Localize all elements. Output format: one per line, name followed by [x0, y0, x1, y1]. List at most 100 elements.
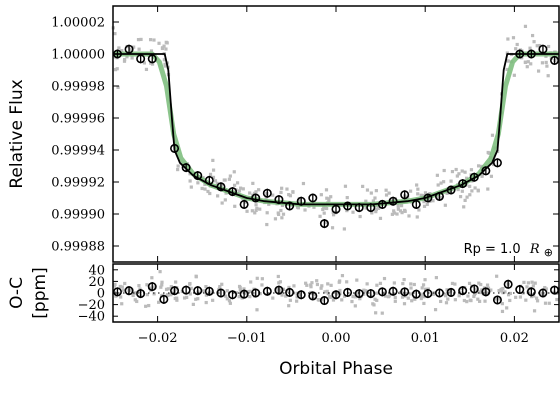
raw-flux-point — [280, 186, 284, 190]
binned-flux-point — [458, 179, 468, 189]
binned-residual-points — [112, 279, 560, 306]
raw-flux-point — [245, 209, 249, 213]
raw-residual-point — [477, 281, 481, 285]
raw-residual-point — [518, 295, 523, 299]
raw-residual-point — [225, 297, 229, 301]
raw-flux-point — [343, 184, 348, 188]
raw-flux-point — [374, 210, 378, 214]
raw-residual-point — [439, 299, 443, 304]
raw-residual-point — [503, 290, 507, 294]
raw-residual-point — [238, 288, 242, 292]
raw-residual-point — [479, 290, 483, 295]
raw-flux-point — [139, 37, 143, 42]
raw-residual-point — [446, 297, 450, 301]
raw-residual-point — [281, 287, 286, 291]
phase-x-tick-label: 0.01 — [411, 331, 440, 346]
raw-residual-point — [237, 295, 241, 299]
raw-residual-point — [166, 293, 171, 297]
raw-residual-point — [145, 293, 149, 297]
raw-flux-point — [403, 208, 407, 212]
binned-residual-point — [285, 287, 295, 297]
raw-flux-point — [454, 167, 458, 172]
raw-residual-point — [310, 281, 314, 285]
raw-flux-point — [431, 199, 435, 203]
raw-flux-point — [427, 198, 431, 202]
raw-flux-point — [322, 211, 326, 215]
raw-flux-point — [436, 183, 440, 187]
raw-flux-point — [254, 190, 258, 194]
raw-residual-point — [204, 293, 208, 297]
raw-flux-point — [331, 213, 336, 217]
binned-flux-point — [538, 44, 548, 54]
raw-residual-point — [498, 297, 502, 301]
raw-residual-point — [288, 298, 292, 302]
raw-residual-point — [465, 300, 469, 304]
raw-residual-point — [169, 293, 173, 297]
raw-residual-point — [260, 277, 264, 281]
raw-residual-point — [423, 278, 427, 282]
raw-residual-point — [453, 282, 457, 286]
raw-residual-point — [319, 286, 323, 290]
binned-flux-point — [170, 143, 180, 153]
raw-residual-point — [287, 285, 291, 290]
raw-flux-point — [206, 189, 210, 194]
raw-residual-point — [276, 287, 280, 292]
raw-residual-point — [497, 288, 501, 293]
raw-residual-point — [406, 296, 410, 300]
residual-y-tick-label: −40 — [78, 310, 105, 325]
binned-residual-point — [458, 286, 468, 296]
binned-flux-points — [112, 44, 560, 229]
raw-flux-point — [416, 187, 420, 191]
raw-residual-point — [295, 299, 299, 303]
raw-flux-point — [450, 169, 455, 174]
binned-residual-point — [503, 279, 513, 289]
raw-flux-point — [532, 40, 536, 44]
raw-flux-point — [157, 41, 161, 45]
raw-residual-point — [372, 303, 376, 307]
raw-flux-point — [142, 61, 146, 65]
binned-residual-point — [515, 285, 525, 295]
raw-residual-point — [255, 308, 259, 312]
raw-residual-point — [150, 276, 154, 280]
phase-x-tick-label: 0.00 — [322, 331, 351, 346]
raw-residual-point — [392, 281, 396, 285]
raw-flux-point — [442, 168, 446, 173]
raw-residual-point — [323, 290, 327, 294]
raw-flux-point — [364, 199, 368, 203]
raw-residual-point — [457, 294, 461, 298]
binned-flux-point — [274, 195, 284, 205]
raw-flux-point — [439, 181, 443, 185]
raw-residual-point — [413, 297, 417, 301]
raw-flux-point — [228, 174, 232, 178]
raw-residual-point — [175, 298, 179, 302]
raw-flux-point — [370, 211, 374, 215]
planet-radius-annotation: Rp = 1.0 R ⊕ — [464, 242, 553, 259]
binned-residual-point — [377, 287, 387, 297]
raw-residual-point — [477, 290, 481, 294]
binned-residual-point — [147, 282, 157, 292]
raw-residual-point — [114, 294, 118, 298]
raw-flux-point — [162, 58, 166, 62]
raw-flux-point — [480, 173, 484, 177]
phase-x-tick-label: 0.02 — [500, 331, 529, 346]
raw-residual-point — [400, 295, 405, 299]
raw-residual-point — [331, 298, 336, 302]
raw-residual-point — [279, 288, 283, 292]
raw-residual-point — [337, 280, 341, 284]
raw-flux-point — [469, 168, 474, 172]
raw-residual-point — [144, 304, 148, 308]
raw-residual-point — [500, 302, 504, 306]
raw-residual-point — [493, 297, 497, 301]
raw-residual-point — [375, 283, 379, 287]
residual-y-tick-label: −20 — [78, 298, 105, 313]
binned-flux-point — [308, 193, 318, 203]
raw-flux-point — [428, 192, 432, 196]
radius-symbol: R — [529, 242, 540, 257]
binned-flux-point — [481, 166, 491, 176]
raw-flux-point — [415, 215, 419, 219]
raw-residual-point — [204, 284, 208, 289]
raw-flux-point — [148, 38, 153, 42]
raw-flux-point — [468, 184, 472, 188]
raw-flux-point — [449, 179, 453, 183]
